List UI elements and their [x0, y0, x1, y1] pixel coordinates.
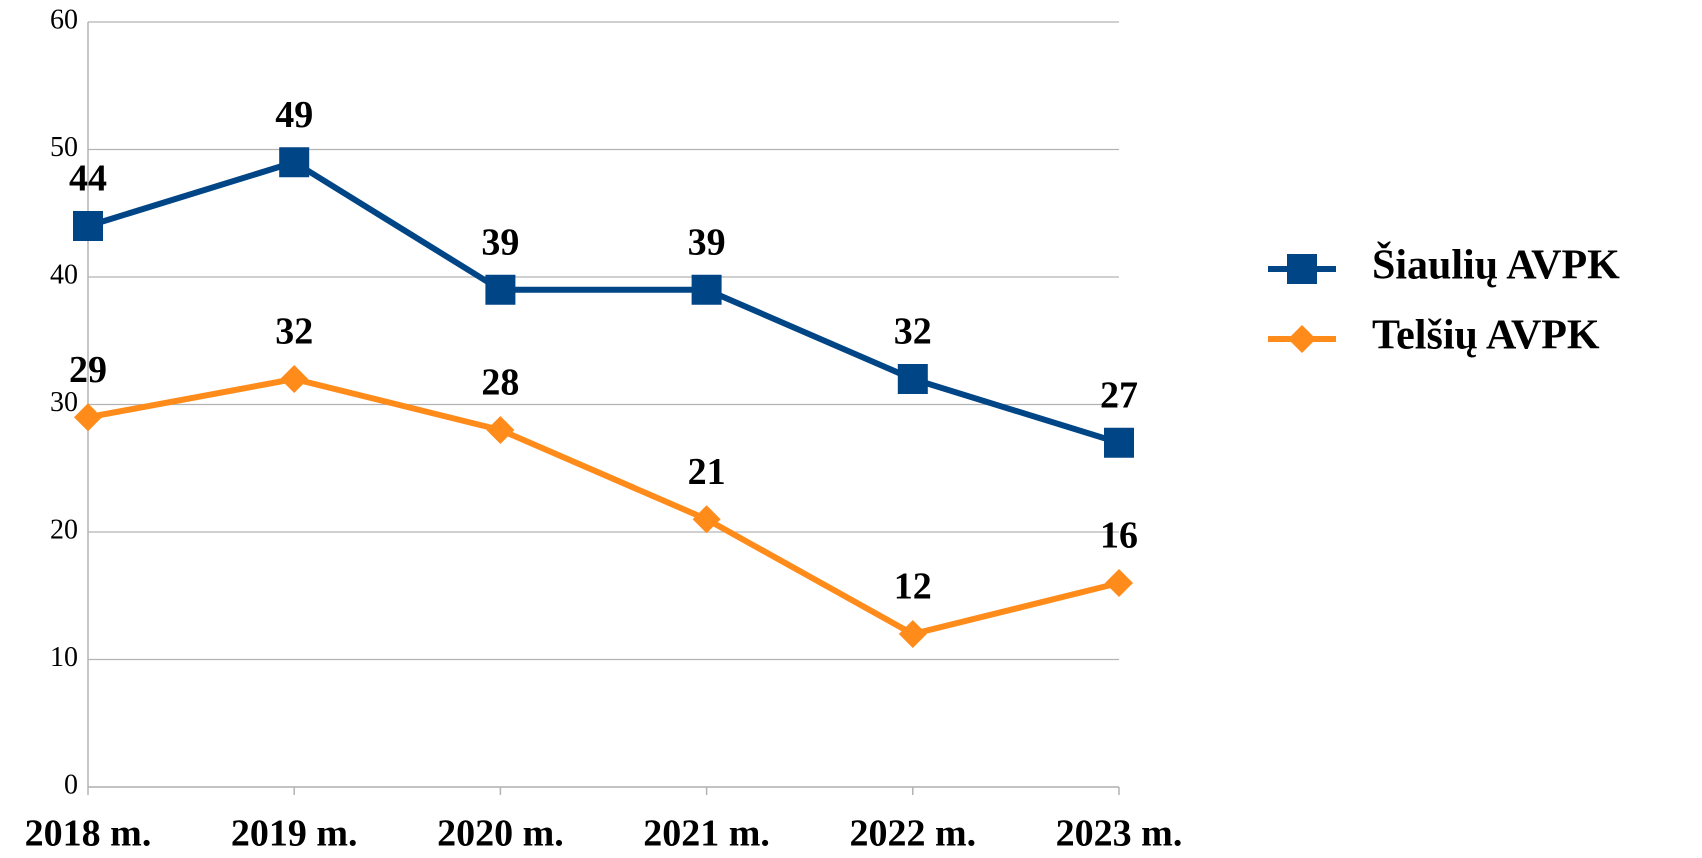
data-label: 39: [688, 221, 726, 263]
y-tick-label: 40: [50, 259, 78, 290]
x-tick-label: 2021 m.: [643, 813, 770, 855]
data-label: 27: [1100, 374, 1138, 416]
y-tick-label: 30: [50, 387, 78, 418]
marker: [486, 416, 515, 444]
marker: [1287, 254, 1317, 284]
y-tick-label: 10: [50, 642, 78, 673]
x-tick-label: 2020 m.: [437, 813, 564, 855]
data-label: 44: [69, 158, 107, 200]
marker: [74, 403, 102, 432]
marker: [279, 147, 310, 178]
legend-label: Telšių AVPK: [1372, 313, 1600, 359]
marker: [897, 364, 928, 394]
data-label: 32: [275, 311, 313, 353]
marker: [485, 274, 516, 305]
y-tick-label: 0: [64, 769, 78, 800]
data-label: 21: [688, 451, 726, 493]
marker: [1104, 427, 1134, 458]
y-tick-label: 50: [50, 132, 78, 163]
data-label: 39: [481, 221, 519, 263]
legend-label: Šiaulių AVPK: [1372, 241, 1620, 289]
data-label: 28: [481, 362, 519, 404]
x-tick-label: 2018 m.: [25, 813, 152, 855]
data-label: 16: [1100, 515, 1138, 557]
marker: [73, 211, 103, 241]
y-tick-label: 20: [50, 514, 78, 545]
x-tick-label: 2022 m.: [849, 813, 976, 855]
marker: [692, 505, 721, 534]
x-tick-label: 2023 m.: [1056, 813, 1183, 855]
data-label: 12: [894, 566, 932, 608]
x-tick-label: 2019 m.: [231, 813, 358, 855]
marker: [1288, 325, 1316, 353]
y-tick-label: 60: [50, 4, 78, 35]
marker: [898, 620, 927, 648]
series-line: [87, 159, 1120, 446]
data-label: 29: [69, 349, 107, 391]
data-label: 32: [894, 311, 932, 353]
marker: [691, 274, 722, 305]
data-label: 49: [275, 94, 313, 136]
series-line: [87, 376, 1120, 637]
marker: [1105, 569, 1133, 597]
marker: [280, 365, 309, 393]
